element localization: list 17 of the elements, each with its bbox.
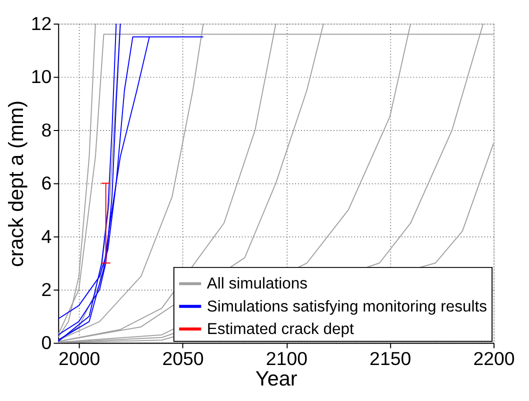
y-tick-label: 2 <box>41 279 52 300</box>
legend-label: Simulations satisfying monitoring results <box>206 298 488 316</box>
y-tick-label: 6 <box>41 172 52 194</box>
y-tick-label: 8 <box>41 119 52 140</box>
x-tick-label: 2000 <box>58 348 100 369</box>
x-tick-label: 2150 <box>370 348 412 369</box>
x-tick-label: 2200 <box>473 348 515 369</box>
legend-label: All simulations <box>206 276 308 293</box>
y-tick-label: 4 <box>41 226 52 247</box>
y-tick-label: 12 <box>30 13 52 34</box>
legend-label: Estimated crack dept <box>206 320 355 338</box>
x-axis-title: Year <box>255 368 298 391</box>
y-tick-label: 0 <box>41 332 52 354</box>
x-tick-label: 2050 <box>162 348 204 369</box>
y-tick-label: 10 <box>30 66 52 88</box>
y-axis-title: crack dept a (mm) <box>5 100 28 267</box>
x-tick-label: 2100 <box>266 348 308 369</box>
